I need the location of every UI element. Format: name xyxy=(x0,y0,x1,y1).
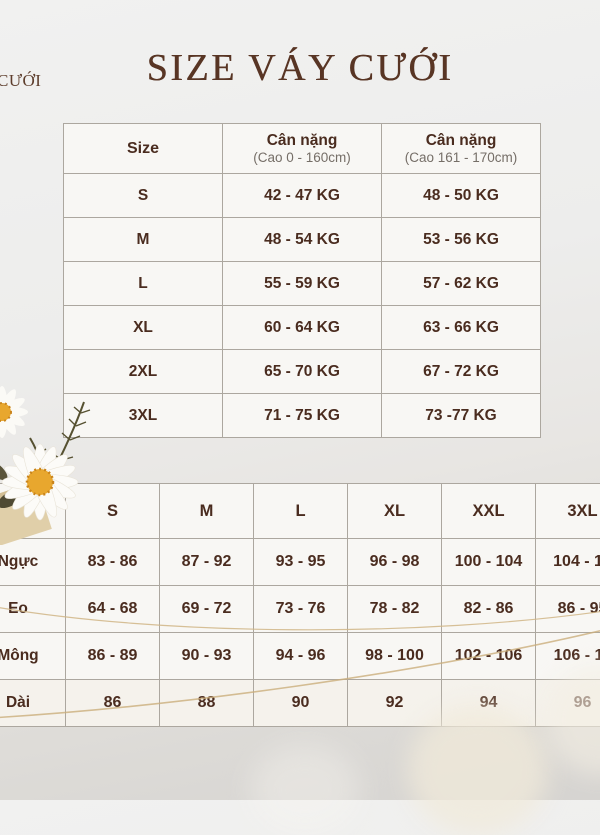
measurement-cell: 94 - 96 xyxy=(254,633,348,680)
size-column-header: XL xyxy=(348,484,442,539)
size-label: 2XL xyxy=(64,350,223,394)
measurement-cell: 96 - 98 xyxy=(348,539,442,586)
measurement-cell: 102 - 106 xyxy=(442,633,536,680)
measurement-cell: 93 - 95 xyxy=(254,539,348,586)
size-column-header: Size xyxy=(64,124,223,174)
measurement-cell: 86 xyxy=(66,680,160,727)
measurement-cell: 94 xyxy=(442,680,536,727)
weight-cell: 67 - 72 KG xyxy=(382,350,541,394)
size-label: XL xyxy=(64,306,223,350)
size-column-header: L xyxy=(254,484,348,539)
measurement-cell: 88 xyxy=(160,680,254,727)
measurement-cell: 104 - 10 xyxy=(536,539,600,586)
measurement-row-length: Dài 86 88 90 92 94 96 xyxy=(0,680,600,727)
measurement-row-bust: Ngực 83 - 86 87 - 92 93 - 95 96 - 98 100… xyxy=(0,539,600,586)
weight-table-header-row: Size Cân nặng (Cao 0 - 160cm) Cân nặng (… xyxy=(64,124,541,174)
size-label: M xyxy=(64,218,223,262)
measurement-cell: 82 - 86 xyxy=(442,586,536,633)
measurement-cell: 96 xyxy=(536,680,600,727)
weight-table-row: 2XL 65 - 70 KG 67 - 72 KG xyxy=(64,350,541,394)
size-column-header: M xyxy=(160,484,254,539)
measurement-cell: 64 - 68 xyxy=(66,586,160,633)
weight-cell: 63 - 66 KG xyxy=(382,306,541,350)
measurement-cell: 106 - 11 xyxy=(536,633,600,680)
weight-column-header-1: Cân nặng (Cao 0 - 160cm) xyxy=(223,124,382,174)
weight-header-subtitle: (Cao 161 - 170cm) xyxy=(382,150,540,166)
size-label: L xyxy=(64,262,223,306)
weight-table-row: XL 60 - 64 KG 63 - 66 KG xyxy=(64,306,541,350)
measurement-label: Eo xyxy=(0,586,66,633)
weight-cell: 57 - 62 KG xyxy=(382,262,541,306)
measurement-cell: 87 - 92 xyxy=(160,539,254,586)
weight-cell: 42 - 47 KG xyxy=(223,174,382,218)
weight-cell: 60 - 64 KG xyxy=(223,306,382,350)
measurement-label: Mông xyxy=(0,633,66,680)
size-column-header: XXL xyxy=(442,484,536,539)
measurement-cell: 69 - 72 xyxy=(160,586,254,633)
weight-cell: 48 - 54 KG xyxy=(223,218,382,262)
measurement-cell: 100 - 104 xyxy=(442,539,536,586)
corner-cell xyxy=(0,484,66,539)
weight-header-subtitle: (Cao 0 - 160cm) xyxy=(223,150,381,166)
size-column-header: 3XL xyxy=(536,484,600,539)
measurement-label: Dài xyxy=(0,680,66,727)
measurement-row-hip: Mông 86 - 89 90 - 93 94 - 96 98 - 100 10… xyxy=(0,633,600,680)
measurement-label: Ngực xyxy=(0,539,66,586)
measurement-cell: 83 - 86 xyxy=(66,539,160,586)
measurement-table-header-row: S M L XL XXL 3XL xyxy=(0,484,600,539)
measurement-cell: 73 - 76 xyxy=(254,586,348,633)
size-label: 3XL xyxy=(64,394,223,438)
page-title: SIZE VÁY CƯỚI xyxy=(0,46,600,90)
measurement-cell: 86 - 95 xyxy=(536,586,600,633)
weight-table: Size Cân nặng (Cao 0 - 160cm) Cân nặng (… xyxy=(63,123,541,438)
measurement-cell: 90 - 93 xyxy=(160,633,254,680)
weight-column-header-2: Cân nặng (Cao 161 - 170cm) xyxy=(382,124,541,174)
weight-table-row: S 42 - 47 KG 48 - 50 KG xyxy=(64,174,541,218)
weight-cell: 71 - 75 KG xyxy=(223,394,382,438)
weight-cell: 48 - 50 KG xyxy=(382,174,541,218)
size-column-header: S xyxy=(66,484,160,539)
measurement-cell: 78 - 82 xyxy=(348,586,442,633)
weight-table-row: M 48 - 54 KG 53 - 56 KG xyxy=(64,218,541,262)
weight-header-title: Cân nặng xyxy=(223,131,381,150)
weight-header-title: Cân nặng xyxy=(382,131,540,150)
daisy-small xyxy=(0,386,28,438)
measurement-row-waist: Eo 64 - 68 69 - 72 73 - 76 78 - 82 82 - … xyxy=(0,586,600,633)
weight-cell: 73 -77 KG xyxy=(382,394,541,438)
weight-cell: 65 - 70 KG xyxy=(223,350,382,394)
weight-table-row: 3XL 71 - 75 KG 73 -77 KG xyxy=(64,394,541,438)
measurement-cell: 98 - 100 xyxy=(348,633,442,680)
weight-cell: 53 - 56 KG xyxy=(382,218,541,262)
measurement-cell: 92 xyxy=(348,680,442,727)
bokeh-glow xyxy=(250,745,360,835)
measurement-table: S M L XL XXL 3XL Ngực 83 - 86 87 - 92 93… xyxy=(0,483,600,727)
weight-table-row: L 55 - 59 KG 57 - 62 KG xyxy=(64,262,541,306)
measurement-cell: 90 xyxy=(254,680,348,727)
size-label: S xyxy=(64,174,223,218)
weight-cell: 55 - 59 KG xyxy=(223,262,382,306)
measurement-cell: 86 - 89 xyxy=(66,633,160,680)
